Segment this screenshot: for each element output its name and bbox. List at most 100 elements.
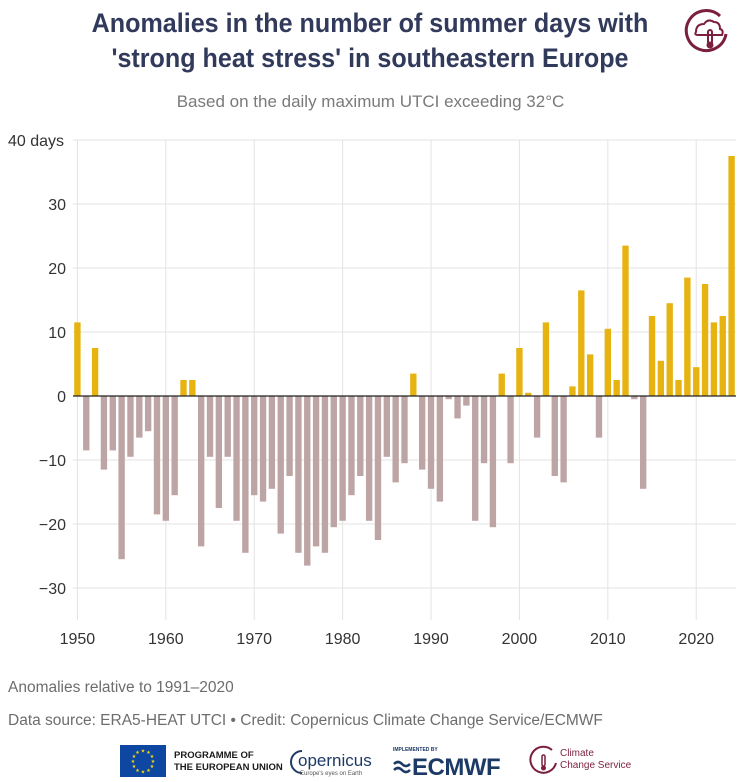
bar-2009 <box>595 396 603 438</box>
bar-1959 <box>153 396 161 515</box>
bar-2004 <box>551 396 558 476</box>
bar-1980 <box>339 396 346 521</box>
bar-1969 <box>242 396 249 553</box>
svg-text:★: ★ <box>151 759 156 765</box>
bar-2020 <box>693 367 700 396</box>
copernicus-wordmark: opernicus <box>298 751 372 770</box>
bar-2015 <box>648 316 656 396</box>
bar-1982 <box>357 396 364 476</box>
svg-text:★: ★ <box>150 754 155 760</box>
implemented-by-label: IMPLEMENTED BY <box>393 747 438 753</box>
bar-2003 <box>542 322 550 396</box>
ecmwf-wave-icon <box>393 760 411 774</box>
y-tick-label: 30 <box>48 197 66 214</box>
bar-2022 <box>710 322 718 396</box>
svg-text:★: ★ <box>135 750 140 756</box>
bar-1962 <box>180 380 187 396</box>
svg-text:★: ★ <box>146 768 151 774</box>
bar-1987 <box>401 396 408 464</box>
x-tick-label: 1970 <box>236 631 272 648</box>
bar-1985 <box>383 396 391 457</box>
chart-subtitle: Based on the daily maximum UTCI exceedin… <box>176 92 565 111</box>
bar-2006 <box>569 386 576 396</box>
eu-line-2: THE EUROPEAN UNION <box>174 762 283 773</box>
svg-text:★: ★ <box>135 768 140 774</box>
bar-1979 <box>330 396 337 528</box>
bar-1961 <box>171 396 178 496</box>
anomaly-baseline-note: Anomalies relative to 1991–2020 <box>8 679 234 696</box>
bar-1955 <box>118 396 125 560</box>
bar-2012 <box>622 245 629 396</box>
bar-2024 <box>728 156 735 396</box>
bar-1991 <box>436 396 444 502</box>
svg-text:★: ★ <box>132 764 137 770</box>
bar-2014 <box>639 396 647 489</box>
bar-1971 <box>259 396 267 502</box>
bar-1952 <box>91 348 99 396</box>
x-tick-label: 2020 <box>678 631 714 648</box>
svg-text:★: ★ <box>141 749 146 755</box>
x-tick-label: 1960 <box>148 631 184 648</box>
x-tick-label: 1980 <box>325 631 361 648</box>
bar-2010 <box>604 328 612 396</box>
x-tick-label: 1950 <box>60 631 96 648</box>
bar-1973 <box>277 396 284 534</box>
bar-2013 <box>631 396 638 400</box>
y-tick-label: 10 <box>48 325 66 342</box>
svg-text:★: ★ <box>141 770 146 776</box>
bar-1953 <box>100 396 108 470</box>
title-line-2: 'strong heat stress' in southeastern Eur… <box>111 43 629 73</box>
bar-1974 <box>286 396 293 476</box>
bar-1960 <box>162 396 170 521</box>
chart-title: Anomalies in the number of summer days w… <box>82 6 659 76</box>
bar-1954 <box>109 396 116 451</box>
bar-1999 <box>507 396 514 464</box>
c3s-label: Climate Change Service <box>560 748 631 772</box>
c3s-line-2: Change Service <box>560 760 632 771</box>
x-tick-label: 2000 <box>502 631 538 648</box>
bar-1951 <box>83 396 90 451</box>
bar-1957 <box>136 396 143 438</box>
bar-1995 <box>472 396 479 521</box>
ecmwf-wordmark: ECMWF <box>412 754 501 781</box>
eu-flag-icon: ★ ★★ ★★★ ★★★ ★★★ <box>120 745 166 777</box>
y-tick-label: −10 <box>39 453 66 470</box>
bar-2018 <box>675 380 682 396</box>
bar-1978 <box>321 396 329 553</box>
bar-1990 <box>427 396 435 489</box>
svg-text:★: ★ <box>131 759 136 765</box>
bar-1964 <box>197 396 205 547</box>
svg-text:★: ★ <box>146 750 151 756</box>
bar-1988 <box>410 373 417 396</box>
data-source-credit: Data source: ERA5-HEAT UTCI • Credit: Co… <box>8 712 603 729</box>
copernicus-tagline: Europe's eyes on Earth <box>300 771 363 777</box>
y-tick-label: 40 days <box>8 133 64 150</box>
bar-1975 <box>295 396 302 553</box>
bar-2005 <box>560 396 567 483</box>
title-line-1: Anomalies in the number of summer days w… <box>91 8 649 38</box>
bar-2001 <box>525 392 532 396</box>
bar-1996 <box>480 396 488 464</box>
bar-1967 <box>224 396 231 457</box>
bar-1993 <box>454 396 461 419</box>
svg-text:★: ★ <box>132 754 137 760</box>
bar-chart: −30 −20 −10 0 10 20 30 40 days 1950 1960 1970 1980 1… <box>8 133 736 648</box>
bar-2000 <box>516 348 523 396</box>
climate-change-service-logo <box>684 9 728 53</box>
y-tick-label: 20 <box>48 261 66 278</box>
x-tick-label: 2010 <box>590 631 626 648</box>
c3s-line-1: Climate <box>560 748 594 759</box>
bar-2019 <box>684 277 691 396</box>
partner-logos: ★ ★ ★ ★ ★ ★ ★ ★ ★ ★ ★ ★ PROGRAMME OF THE EUROPEA… <box>0 742 741 782</box>
y-tick-label: 0 <box>57 389 66 406</box>
bar-1950 <box>74 322 81 396</box>
bar-1986 <box>392 396 399 483</box>
bar-2016 <box>657 360 665 396</box>
bar-1963 <box>189 380 196 396</box>
bar-1994 <box>463 396 470 406</box>
bar-1981 <box>348 396 355 496</box>
bar-1956 <box>127 396 134 457</box>
bar-2002 <box>533 396 541 438</box>
bar-1972 <box>268 396 276 489</box>
c3s-logo-icon <box>529 745 557 774</box>
